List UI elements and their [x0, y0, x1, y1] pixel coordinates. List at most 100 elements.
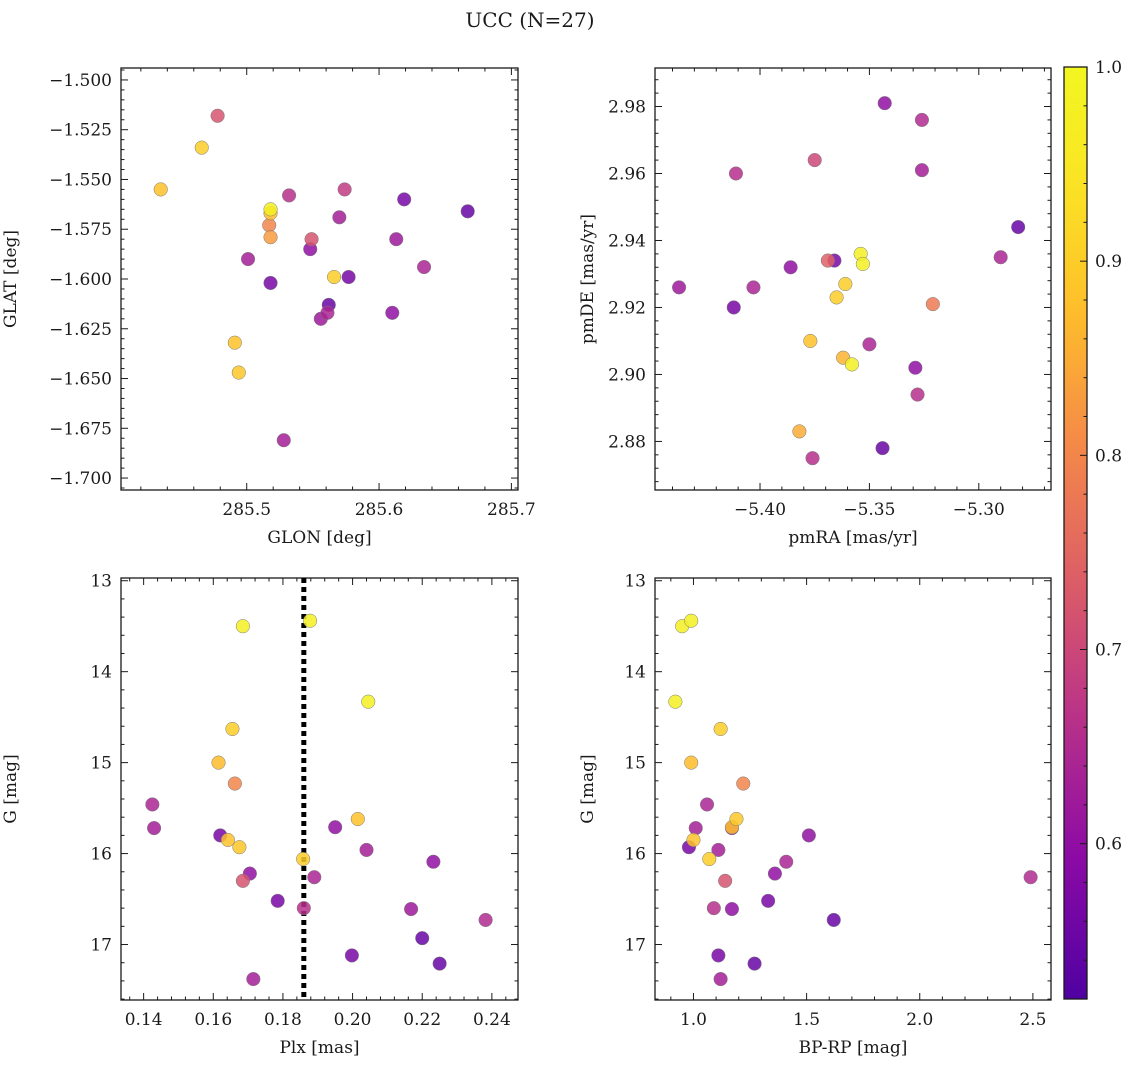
y-tick-label: 2.94	[608, 231, 646, 251]
data-point	[699, 797, 715, 812]
data-point	[726, 300, 741, 315]
data-point	[684, 755, 699, 770]
data-point	[713, 721, 728, 737]
data-point	[711, 842, 726, 857]
data-point	[303, 613, 318, 628]
x-tick-label: 2.0	[906, 1010, 933, 1030]
x-tick-label: 0.14	[125, 1010, 163, 1030]
x-tick-label: −5.40	[734, 500, 786, 520]
data-point	[736, 776, 751, 791]
data-point	[332, 210, 347, 225]
colorbar-tick-label: 0.6	[1095, 835, 1122, 855]
x-tick-label: 0.24	[473, 1010, 511, 1030]
y-tick-label: 2.98	[608, 98, 646, 118]
x-tick-label: 1.5	[793, 1010, 820, 1030]
data-point	[225, 721, 240, 737]
x-tick-label: 0.22	[403, 1010, 441, 1030]
axes-frame	[654, 577, 1052, 1001]
colorbar: 0.6 0.7 0.8 0.9 1.0	[1063, 58, 1122, 1000]
y-tick-label: 15	[90, 754, 112, 774]
y-tick-label: 15	[624, 754, 646, 774]
data-point	[389, 232, 404, 247]
data-point	[729, 811, 744, 827]
y-tick-label: −1.600	[49, 270, 112, 290]
data-point	[728, 166, 744, 181]
data-point	[838, 276, 853, 292]
data-point	[829, 290, 844, 305]
data-point	[877, 96, 892, 111]
figure-title: UCC (N=27)	[465, 8, 594, 32]
x-tick-label: 285.6	[355, 500, 404, 520]
x-axis-label: pmRA [mas/yr]	[788, 528, 917, 548]
axes-frame	[654, 67, 1052, 491]
data-point	[668, 694, 683, 709]
colorbar-tick-label: 1.0	[1095, 58, 1122, 78]
axes-frame	[120, 577, 519, 1001]
data-point	[341, 269, 356, 285]
data-point	[194, 140, 209, 155]
panel-plx-g: 0.14 0.16 0.18 0.20 0.22 0.24 13 14 15 16 17 Plx [m…	[1, 572, 519, 1058]
y-tick-label: −1.525	[49, 121, 112, 141]
data-point	[862, 337, 877, 352]
y-tick-label: −1.550	[49, 170, 112, 190]
data-point	[686, 832, 701, 847]
data-point	[227, 335, 242, 350]
x-tick-label: 1.0	[680, 1010, 707, 1030]
x-tick-label: 0.20	[334, 1010, 372, 1030]
y-tick-label: 16	[90, 845, 112, 865]
y-tick-label: 13	[624, 572, 646, 592]
y-tick-label: 2.92	[608, 298, 646, 318]
panel-glon-glat: 285.5 285.6 285.7 −1.700 −1.675 −1.650 −1.625 −…	[1, 67, 536, 548]
data-point	[307, 870, 322, 885]
colorbar-tick-label: 0.9	[1095, 252, 1122, 272]
y-tick-label: −1.625	[49, 320, 112, 340]
data-point	[826, 912, 841, 928]
data-point	[688, 821, 703, 836]
x-axis-label: GLON [deg]	[267, 528, 371, 548]
data-point	[350, 811, 365, 827]
y-tick-label: −1.650	[49, 370, 112, 390]
data-point	[820, 253, 835, 268]
data-point	[914, 112, 929, 127]
data-point	[240, 252, 256, 267]
data-point	[426, 854, 441, 869]
data-point	[276, 433, 291, 448]
data-point	[910, 387, 925, 402]
data-point	[706, 901, 721, 916]
data-point	[702, 851, 717, 867]
y-tick-label: 17	[90, 936, 112, 956]
data-point	[246, 972, 261, 987]
x-tick-label: 285.5	[222, 500, 271, 520]
data-point	[227, 776, 242, 791]
data-point	[220, 832, 235, 847]
x-tick-label: 2.5	[1019, 1010, 1046, 1030]
data-point	[235, 873, 250, 888]
data-point	[153, 182, 168, 197]
data-point	[761, 893, 776, 908]
y-axis-label: GLAT [deg]	[1, 230, 21, 328]
data-point	[210, 108, 225, 123]
data-point	[211, 755, 226, 770]
data-point	[925, 297, 940, 312]
x-tick-label: 285.7	[487, 500, 536, 520]
data-point	[262, 218, 277, 233]
x-axis-label: Plx [mas]	[279, 1038, 359, 1058]
x-tick-label: −5.30	[953, 500, 1005, 520]
data-point	[235, 619, 250, 634]
data-point	[263, 230, 278, 245]
data-point	[327, 269, 342, 285]
data-point	[359, 842, 374, 857]
y-tick-label: 14	[624, 663, 646, 683]
colorbar-tick-label: 0.8	[1095, 446, 1122, 466]
data-point	[478, 912, 493, 928]
axes-frame	[120, 67, 519, 491]
data-point	[672, 280, 687, 295]
data-point	[783, 260, 798, 275]
data-point	[328, 820, 343, 835]
panel-bprp-g: 1.0 1.5 2.0 2.5 13 14 15 16 17 BP-RP [mag] G [mag]	[578, 572, 1052, 1058]
data-point	[296, 851, 311, 867]
data-point	[460, 204, 475, 219]
y-axis-label: pmDE [mas/yr]	[578, 214, 598, 344]
y-tick-label: 16	[624, 845, 646, 865]
data-point	[145, 797, 160, 812]
